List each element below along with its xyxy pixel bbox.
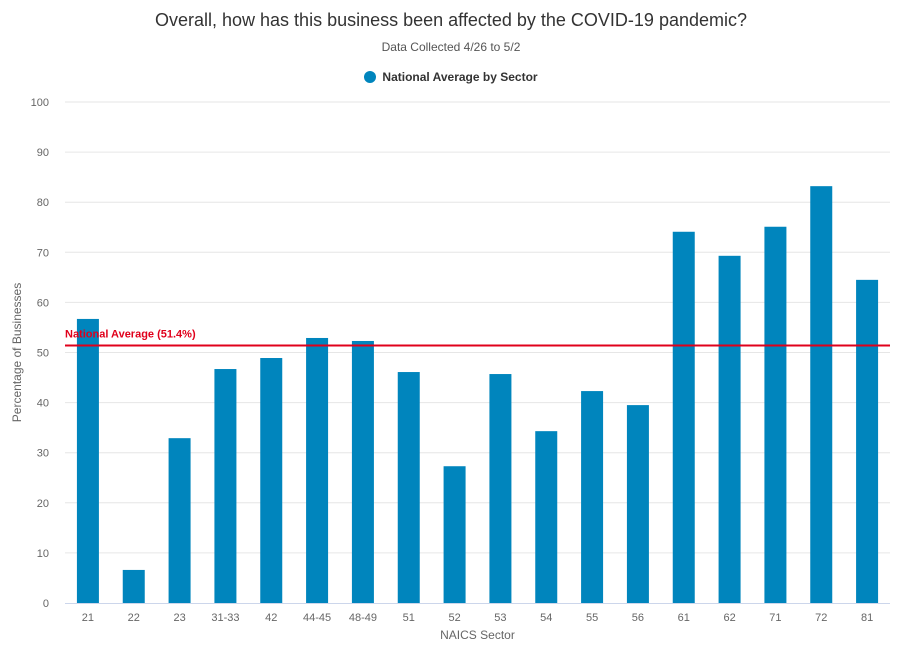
y-tick-label: 100 — [31, 97, 49, 109]
national-average-group: National Average (51.4%) — [65, 328, 890, 347]
x-tick-label: 23 — [173, 612, 185, 624]
x-tick-label: 51 — [403, 612, 415, 624]
y-tick-label: 10 — [37, 548, 49, 560]
bar-62[interactable] — [718, 255, 741, 603]
x-tick-label: 55 — [586, 612, 598, 624]
legend-marker-icon — [364, 71, 377, 83]
bar-55[interactable] — [581, 391, 604, 603]
x-tick-label: 22 — [128, 612, 140, 624]
bar-81[interactable] — [856, 279, 879, 603]
bar-71[interactable] — [764, 226, 787, 603]
bar-54[interactable] — [535, 431, 558, 603]
x-tick-label: 81 — [861, 612, 873, 624]
y-axis-title: Percentage of Businesses — [10, 283, 24, 422]
x-tick-label: 54 — [540, 612, 552, 624]
y-tick-label: 70 — [37, 247, 49, 259]
national-average-label: National Average (51.4%) — [65, 328, 196, 340]
x-tick-label: 71 — [769, 612, 781, 624]
y-tick-label: 60 — [37, 297, 49, 309]
bar-56[interactable] — [626, 405, 649, 603]
y-tick-label: 80 — [37, 197, 49, 209]
x-tick-label: 56 — [632, 612, 644, 624]
bar-23[interactable] — [168, 438, 191, 603]
x-tick-label: 44-45 — [303, 612, 331, 624]
y-tick-label: 30 — [37, 448, 49, 460]
y-tick-label: 0 — [43, 598, 49, 610]
bar-22[interactable] — [122, 569, 145, 603]
x-tick-label: 72 — [815, 612, 827, 624]
bar-52[interactable] — [443, 466, 466, 603]
x-tick-label: 61 — [678, 612, 690, 624]
x-tick-label: 53 — [494, 612, 506, 624]
bar-51[interactable] — [397, 372, 420, 603]
chart-title: Overall, how has this business been affe… — [155, 10, 747, 30]
y-tick-label: 40 — [37, 398, 49, 410]
x-axis-ticks: 21 22 23 31-33 42 44-45 48-49 51 52 53 54 55 56 61 62 7… — [82, 612, 873, 624]
bar-61[interactable] — [672, 231, 695, 603]
x-axis-title: NAICS Sector — [440, 628, 515, 642]
x-tick-label: 31-33 — [211, 612, 239, 624]
bar-31-33[interactable] — [214, 369, 237, 603]
x-tick-label: 42 — [265, 612, 277, 624]
y-tick-label: 20 — [37, 498, 49, 510]
legend-label: National Average by Sector — [382, 70, 538, 84]
bar-72[interactable] — [810, 186, 833, 603]
legend[interactable]: National Average by Sector — [0, 70, 902, 84]
chart-subtitle: Data Collected 4/26 to 5/2 — [381, 40, 521, 54]
bars — [76, 186, 879, 603]
bar-48-49[interactable] — [351, 340, 374, 603]
bar-42[interactable] — [260, 358, 283, 603]
x-tick-label: 48-49 — [349, 612, 377, 624]
bar-44-45[interactable] — [306, 337, 329, 603]
y-tick-label: 90 — [37, 147, 49, 159]
x-tick-label: 62 — [723, 612, 735, 624]
y-tick-label: 50 — [37, 348, 49, 360]
gridlines — [65, 101, 890, 554]
y-axis-ticks: 0 10 20 30 40 50 60 70 80 90 100 — [31, 97, 49, 610]
bar-53[interactable] — [489, 374, 512, 603]
bar-21[interactable] — [76, 318, 99, 603]
x-tick-label: 21 — [82, 612, 94, 624]
x-tick-label: 52 — [448, 612, 460, 624]
